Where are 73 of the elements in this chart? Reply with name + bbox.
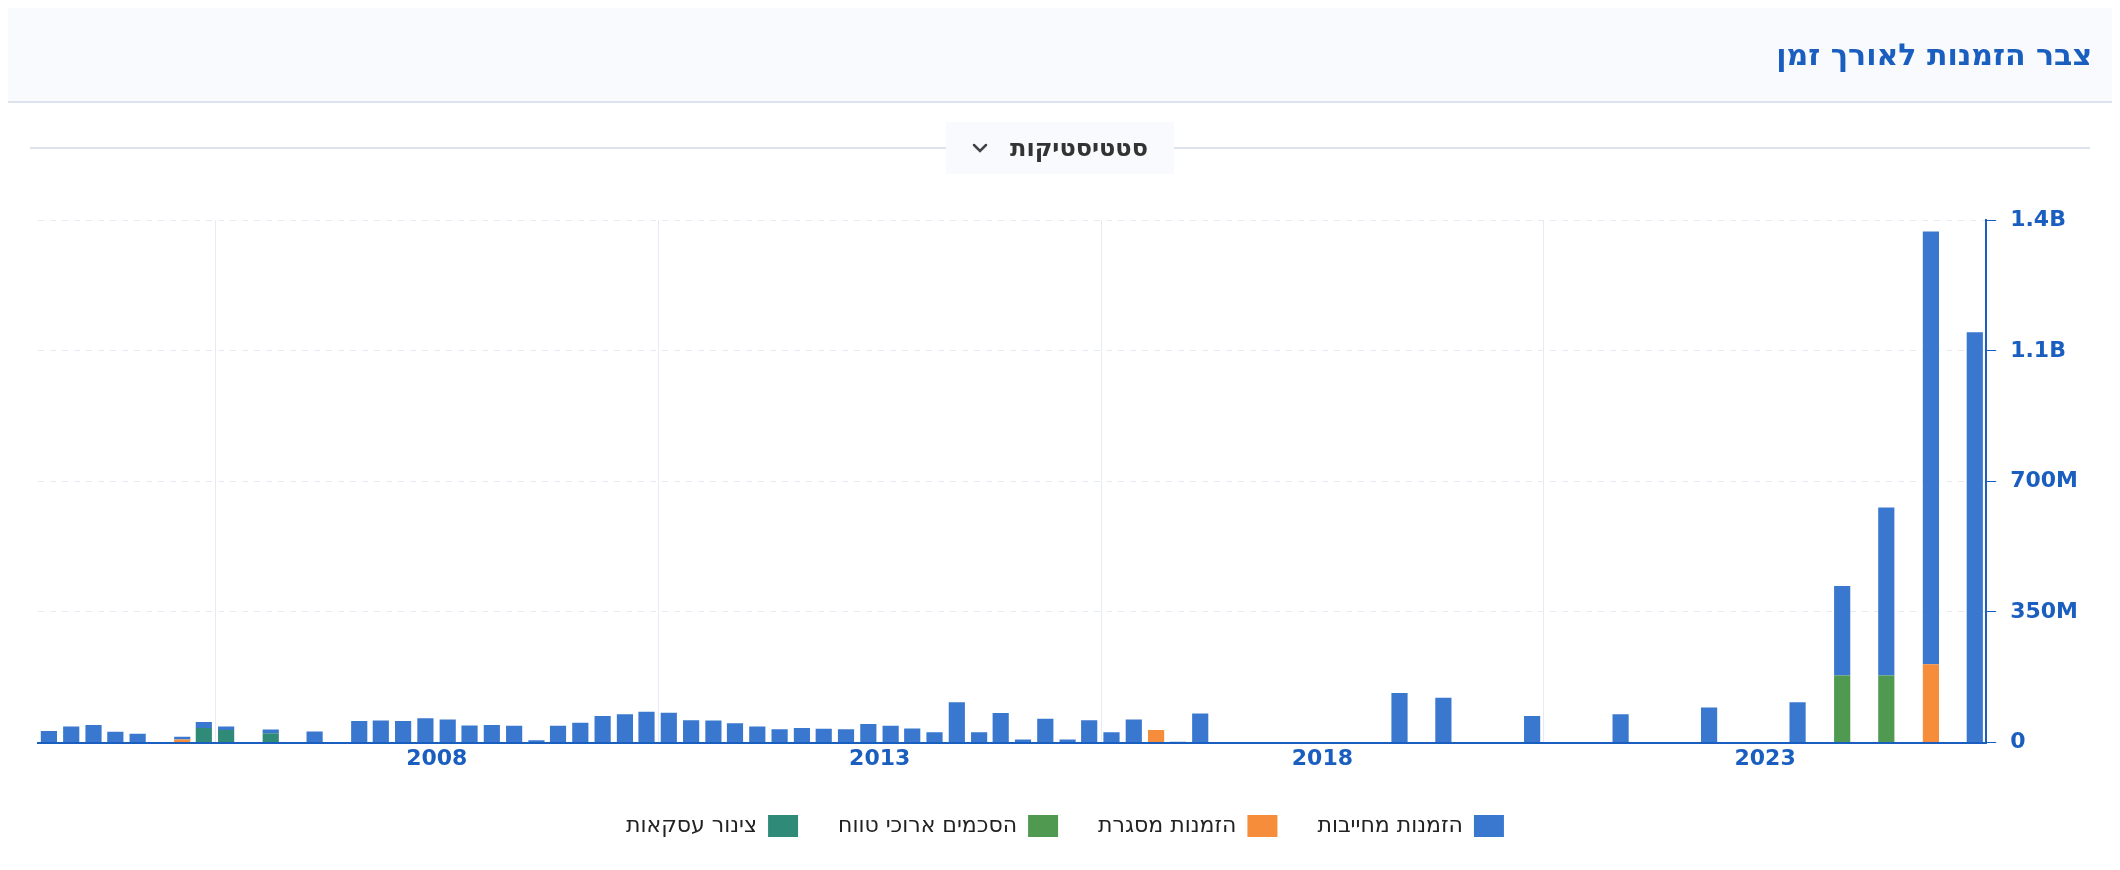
bar [506,725,523,743]
bar [904,728,921,743]
bar [461,725,478,743]
x-tick-label: 2018 [1291,744,1354,770]
bar [1834,675,1851,743]
legend-label: הזמנות מסגרת [1098,811,1237,837]
bar [683,720,700,743]
bar [483,725,500,743]
bar [1435,697,1452,743]
bar [1103,732,1120,743]
x-tick-label: 2008 [406,744,468,770]
bar [948,702,965,743]
bar [771,729,788,743]
legend-label: הזמנות מחייבות [1317,811,1463,837]
bar [195,722,212,729]
bar [1125,719,1142,743]
bar [1524,716,1541,743]
y-tick-label: 1.1B [2010,336,2066,362]
bar [726,723,744,743]
bar [705,720,722,743]
bar [417,718,434,743]
y-tick-label: 1.4B [2010,205,2066,231]
bar [749,726,766,743]
bar [195,728,212,743]
bar [1391,692,1408,743]
bar [660,712,677,743]
bar [793,728,810,743]
bar [1037,718,1054,743]
bar [63,726,80,743]
bar [1922,231,1939,665]
bar [395,720,412,743]
legend-label: הסכמים ארוכי טווח [838,811,1018,837]
bar [860,723,877,743]
bar [262,733,279,743]
bar [85,725,102,743]
bar [306,731,323,743]
y-tick-label: 700M [2010,467,2079,493]
bar [616,714,634,743]
bar [1878,507,1895,676]
bar [1192,713,1209,743]
bar [1834,585,1851,676]
y-tick-label: 350M [2010,597,2079,623]
bar [1148,729,1165,743]
chart-title: צבר הזמנות לאורך זמן [1776,37,2092,72]
bar [837,729,855,743]
bar [107,731,124,743]
text: סטטיסטיקות [1010,134,1148,162]
bar [372,720,389,743]
bar [351,720,368,743]
bar [1081,720,1098,743]
bar [1922,664,1939,743]
bar [1966,332,1983,743]
bar [638,711,655,743]
bar [971,732,988,743]
bar [992,713,1009,743]
bar [594,716,611,743]
bar [129,733,146,743]
bar [926,732,943,743]
legend-label: צינור עסקאות [626,811,758,837]
bar [572,722,589,743]
bar [815,728,832,743]
bar [1789,702,1806,743]
y-tick-label: 0 [2010,728,2026,754]
bar [218,729,235,743]
bar [882,725,899,743]
x-tick-label: 2023 [1734,744,1796,770]
bar [439,719,456,743]
bar [1700,707,1718,743]
bar [1612,714,1629,743]
bar [549,725,567,743]
x-tick-label: 2013 [849,744,911,770]
bar [40,731,57,743]
bar [1878,675,1895,743]
